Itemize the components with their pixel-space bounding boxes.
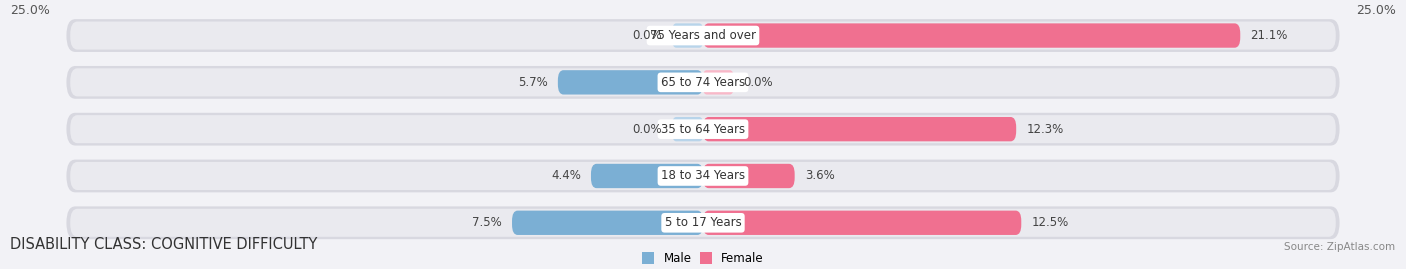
FancyBboxPatch shape — [70, 162, 1336, 190]
Text: 12.5%: 12.5% — [1032, 216, 1069, 229]
Text: 7.5%: 7.5% — [472, 216, 502, 229]
Text: 35 to 64 Years: 35 to 64 Years — [661, 123, 745, 136]
FancyBboxPatch shape — [672, 23, 703, 48]
Text: 25.0%: 25.0% — [10, 4, 51, 17]
FancyBboxPatch shape — [66, 66, 1340, 99]
FancyBboxPatch shape — [703, 70, 734, 94]
Text: 18 to 34 Years: 18 to 34 Years — [661, 169, 745, 182]
FancyBboxPatch shape — [70, 22, 1336, 49]
FancyBboxPatch shape — [703, 23, 1240, 48]
FancyBboxPatch shape — [703, 164, 794, 188]
FancyBboxPatch shape — [66, 206, 1340, 239]
Text: 0.0%: 0.0% — [633, 29, 662, 42]
Text: 65 to 74 Years: 65 to 74 Years — [661, 76, 745, 89]
FancyBboxPatch shape — [66, 19, 1340, 52]
Legend: Male, Female: Male, Female — [637, 247, 769, 269]
Text: 25.0%: 25.0% — [1355, 4, 1396, 17]
Text: 75 Years and over: 75 Years and over — [650, 29, 756, 42]
FancyBboxPatch shape — [70, 209, 1336, 237]
Text: Source: ZipAtlas.com: Source: ZipAtlas.com — [1285, 242, 1396, 252]
FancyBboxPatch shape — [66, 113, 1340, 146]
Text: 0.0%: 0.0% — [744, 76, 773, 89]
FancyBboxPatch shape — [703, 117, 1017, 141]
FancyBboxPatch shape — [672, 117, 703, 141]
Text: 21.1%: 21.1% — [1250, 29, 1288, 42]
FancyBboxPatch shape — [558, 70, 703, 94]
Text: DISABILITY CLASS: COGNITIVE DIFFICULTY: DISABILITY CLASS: COGNITIVE DIFFICULTY — [10, 237, 318, 252]
FancyBboxPatch shape — [591, 164, 703, 188]
FancyBboxPatch shape — [70, 115, 1336, 143]
Text: 5.7%: 5.7% — [517, 76, 548, 89]
FancyBboxPatch shape — [512, 211, 703, 235]
FancyBboxPatch shape — [70, 68, 1336, 96]
Text: 0.0%: 0.0% — [633, 123, 662, 136]
FancyBboxPatch shape — [703, 211, 1021, 235]
FancyBboxPatch shape — [66, 160, 1340, 192]
Text: 12.3%: 12.3% — [1026, 123, 1063, 136]
Text: 4.4%: 4.4% — [551, 169, 581, 182]
Text: 5 to 17 Years: 5 to 17 Years — [665, 216, 741, 229]
Text: 3.6%: 3.6% — [804, 169, 835, 182]
